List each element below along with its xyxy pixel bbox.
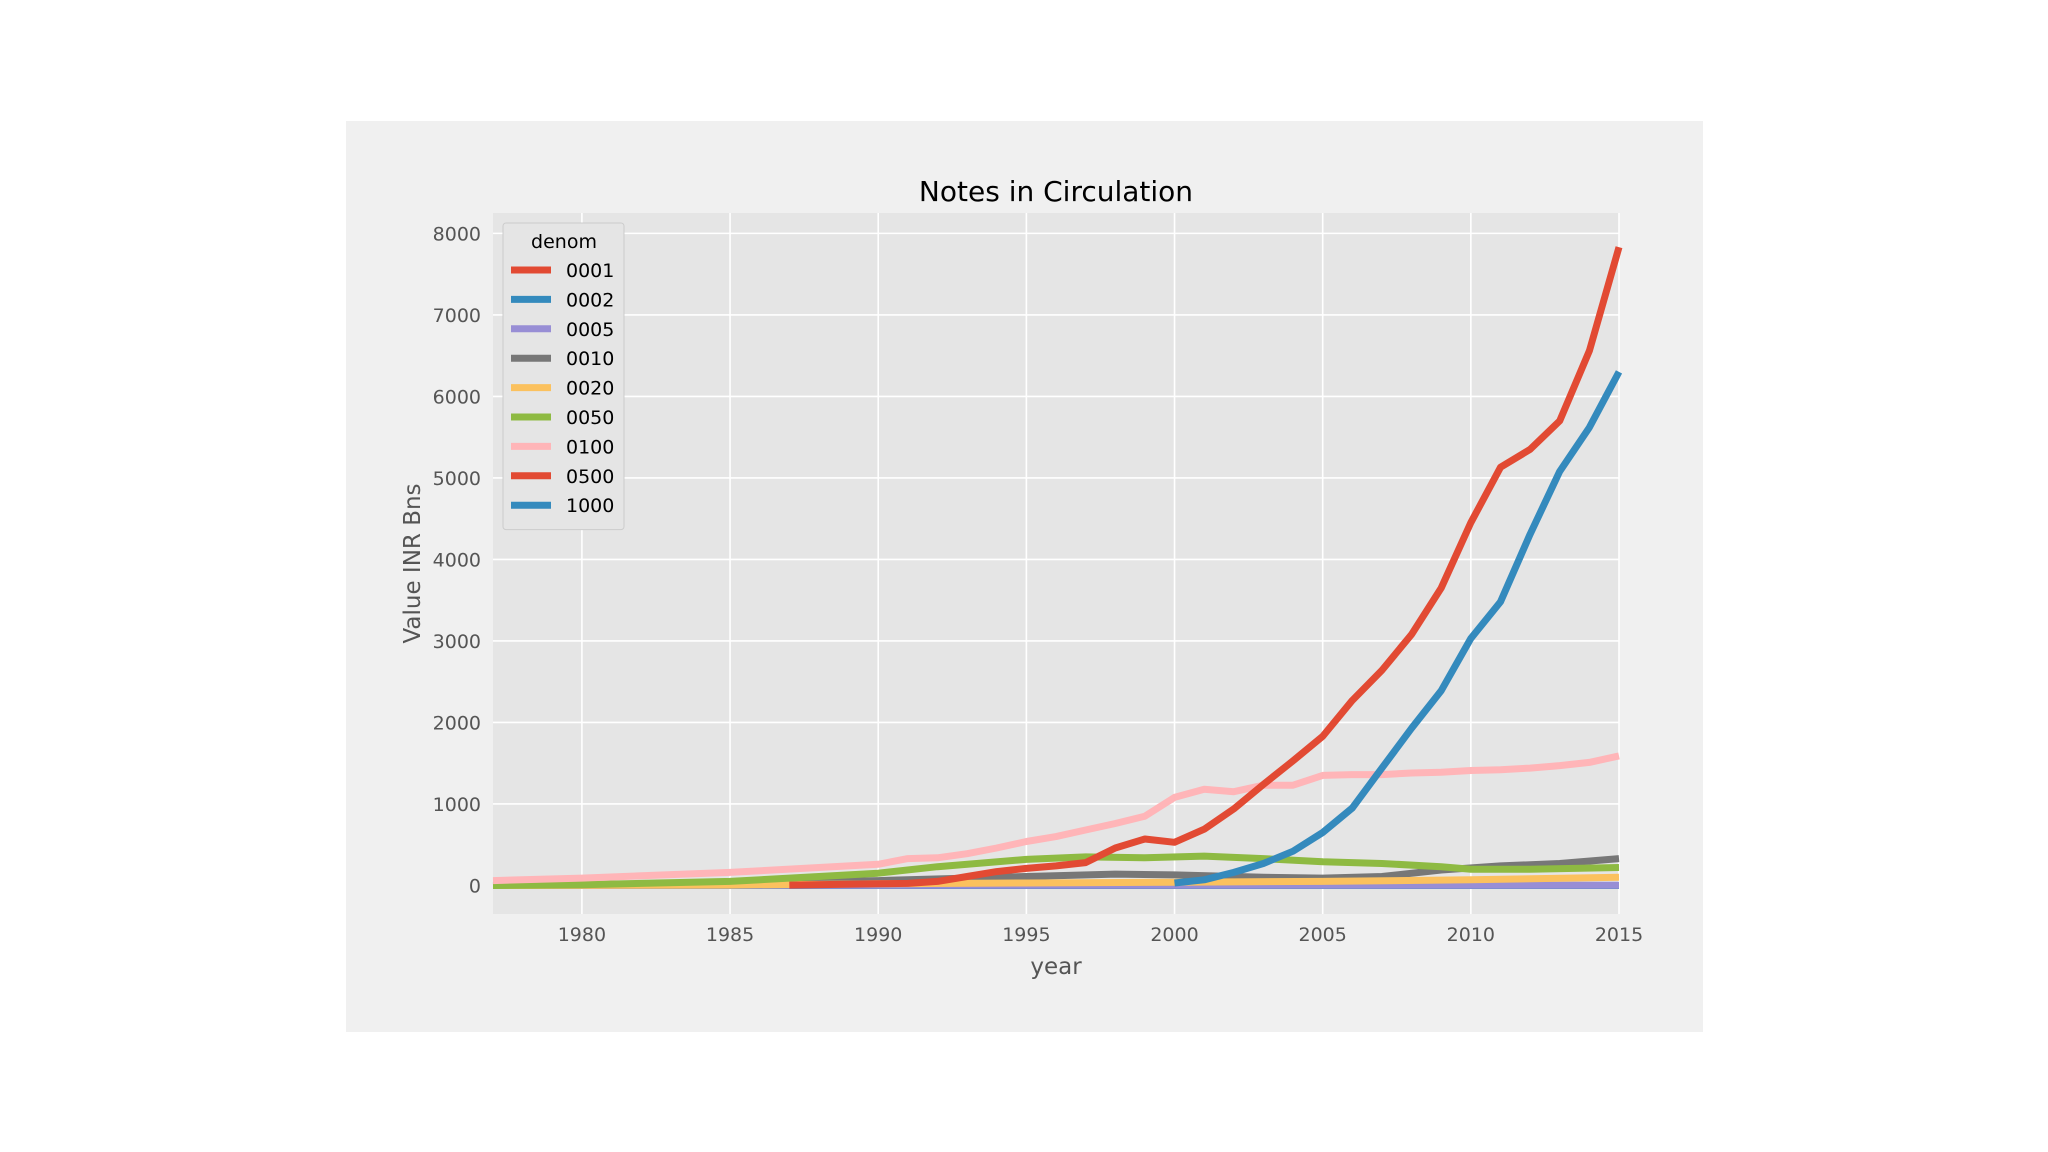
y-tick-label: 7000 xyxy=(433,305,481,327)
x-tick-label: 1990 xyxy=(854,924,902,946)
x-tick-label: 1985 xyxy=(706,924,754,946)
legend-title: denom xyxy=(531,231,597,253)
x-tick-label: 1995 xyxy=(1002,924,1050,946)
plot-area xyxy=(493,213,1619,914)
y-tick-label: 5000 xyxy=(433,468,481,490)
legend-label: 0001 xyxy=(566,260,614,282)
legend-label: 0500 xyxy=(566,466,614,488)
y-axis-ticks: 0 1000 2000 3000 4000 5000 6000 7000 8000 xyxy=(433,223,481,897)
x-tick-label: 1980 xyxy=(558,924,606,946)
legend: denom 0001 0002 0005 0010 0020 0050 0100 0500 10… xyxy=(502,222,625,531)
legend-label: 0100 xyxy=(566,436,614,458)
legend-label: 0050 xyxy=(566,407,614,429)
legend-label: 0020 xyxy=(566,378,614,400)
x-axis-label: year xyxy=(1030,954,1082,980)
legend-items: 0001 0002 0005 0010 0020 0050 0100 0500 1000 xyxy=(511,260,614,517)
y-tick-label: 3000 xyxy=(433,631,481,653)
legend-label: 0002 xyxy=(566,289,614,311)
line-chart: 1980 1985 1990 1995 2000 2005 2010 2015 0100020… xyxy=(400,175,1643,980)
chart-title: Notes in Circulation xyxy=(919,175,1193,208)
series-line-0100 xyxy=(492,752,1620,885)
legend-label: 1000 xyxy=(566,495,614,517)
series-lines xyxy=(492,246,1623,889)
y-tick-label: 6000 xyxy=(433,386,481,408)
x-tick-label: 2010 xyxy=(1447,924,1495,946)
series-line-0020 xyxy=(492,873,1620,889)
y-tick-label: 2000 xyxy=(433,712,481,734)
series-line-1000 xyxy=(1174,370,1623,887)
x-tick-label: 2005 xyxy=(1299,924,1347,946)
y-axis-label: Value INR Bns xyxy=(400,483,426,643)
legend-label: 0010 xyxy=(566,348,614,370)
y-tick-label: 0 xyxy=(469,875,481,897)
figure: 1980 1985 1990 1995 2000 2005 2010 2015 0 1000 20… xyxy=(346,121,1703,1032)
series-line-0500 xyxy=(789,246,1623,889)
y-tick-label: 8000 xyxy=(433,223,481,245)
series-line-0050 xyxy=(492,852,1620,889)
x-tick-label: 2015 xyxy=(1595,924,1643,946)
legend-label: 0005 xyxy=(566,319,614,341)
x-axis-ticks: 1980 1985 1990 1995 2000 2005 2010 2015 xyxy=(558,924,1643,946)
y-tick-label: 1000 xyxy=(433,794,481,816)
y-tick-label: 4000 xyxy=(433,549,481,571)
x-tick-label: 2000 xyxy=(1150,924,1198,946)
